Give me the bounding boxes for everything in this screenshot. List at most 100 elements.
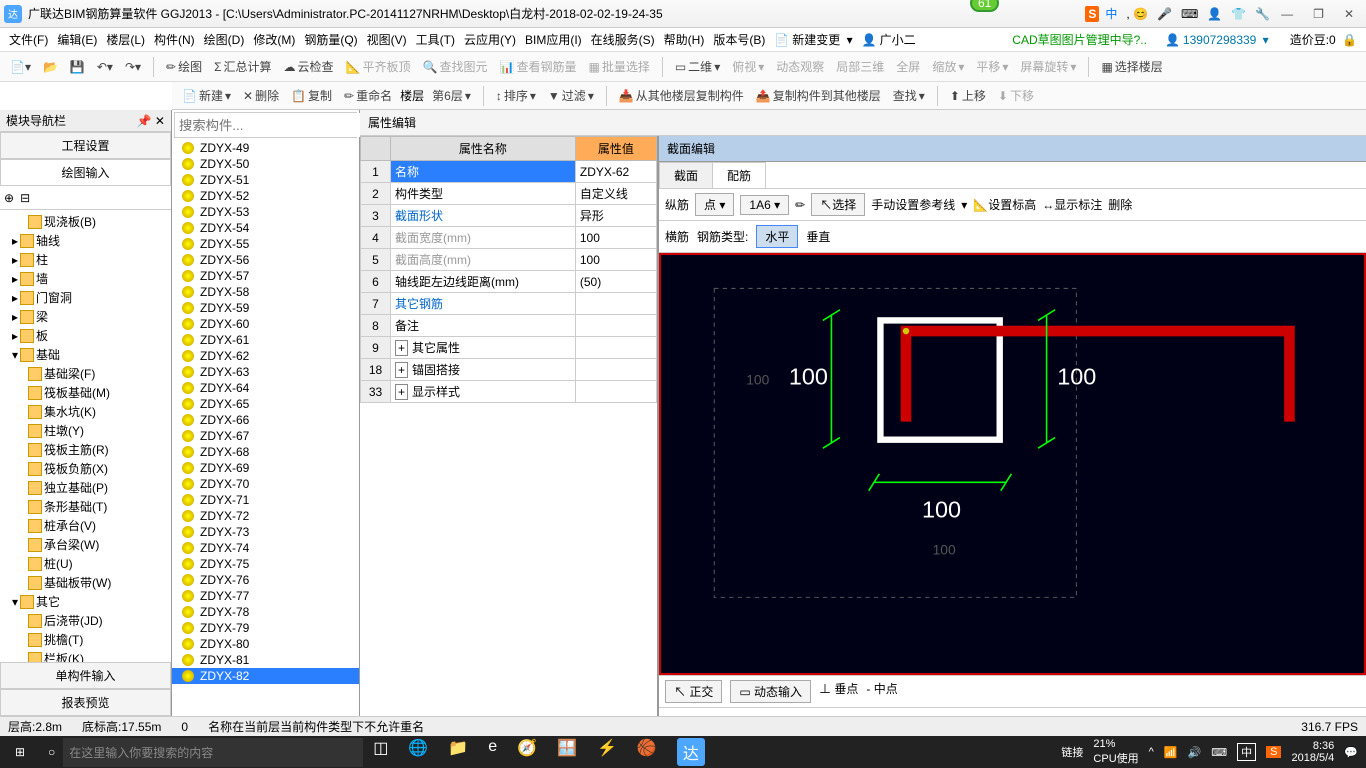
perp-snap[interactable]: ⊥ 垂点 xyxy=(819,680,858,703)
tree-item[interactable]: 现浇板(B) xyxy=(0,212,171,231)
list-item[interactable]: ZDYX-62 xyxy=(172,348,359,364)
cad-manage-link[interactable]: CAD草图图片管理中导?.. xyxy=(1009,29,1150,50)
sort-button[interactable]: ↕排序 ▾ xyxy=(492,85,540,106)
tree-item[interactable]: ▸ 门窗洞 xyxy=(0,288,171,307)
select-floor-button[interactable]: ▦选择楼层 xyxy=(1097,56,1166,77)
list-item[interactable]: ZDYX-80 xyxy=(172,636,359,652)
ortho-button[interactable]: ↖ 正交 xyxy=(665,680,722,703)
select-button[interactable]: ↖选择 xyxy=(811,193,865,216)
list-item[interactable]: ZDYX-78 xyxy=(172,604,359,620)
dyn-input-button[interactable]: ▭ 动态输入 xyxy=(730,680,811,703)
app-icon[interactable]: ⚡ xyxy=(597,738,617,766)
tree-item[interactable]: ▾ 基础 xyxy=(0,345,171,364)
tree-item[interactable]: 筏板负筋(X) xyxy=(0,459,171,478)
list-item[interactable]: ZDYX-81 xyxy=(172,652,359,668)
ime-icon[interactable]: ⌨ xyxy=(1178,6,1201,22)
prop-row[interactable]: 4截面宽度(mm)100 xyxy=(361,227,657,249)
copy-to-floor-button[interactable]: 📤复制构件到其他楼层 xyxy=(752,85,885,106)
app-icon[interactable]: 🪟 xyxy=(557,738,577,766)
menu-file[interactable]: 文件(F) xyxy=(6,29,51,50)
menu-help[interactable]: 帮助(H) xyxy=(661,29,708,50)
app-icon[interactable]: 🧭 xyxy=(517,738,537,766)
app-icon[interactable]: 达 xyxy=(677,738,705,766)
tree-item[interactable]: ▾ 其它 xyxy=(0,592,171,611)
delete-rebar-button[interactable]: 删除 xyxy=(1108,196,1132,213)
find-element-button[interactable]: 🔍查找图元 xyxy=(419,56,492,77)
account-label[interactable]: 👤13907298339 ▾ xyxy=(1162,31,1272,49)
list-item[interactable]: ZDYX-63 xyxy=(172,364,359,380)
tree-item[interactable]: 条形基础(T) xyxy=(0,497,171,516)
list-item[interactable]: ZDYX-68 xyxy=(172,444,359,460)
list-item[interactable]: ZDYX-77 xyxy=(172,588,359,604)
prop-row[interactable]: 7其它钢筋 xyxy=(361,293,657,315)
new-file-button[interactable]: 📄▾ xyxy=(6,58,35,76)
keyboard-icon[interactable]: ⌨ xyxy=(1211,746,1227,759)
menu-version[interactable]: 版本号(B) xyxy=(710,29,768,50)
copy-from-floor-button[interactable]: 📥从其他楼层复制构件 xyxy=(615,85,748,106)
ime-icon[interactable]: , 😊 xyxy=(1123,6,1151,22)
taskbar-search[interactable]: 在这里输入你要搜索的内容 xyxy=(63,738,363,767)
move-up-button[interactable]: ⬆上移 xyxy=(946,85,990,106)
list-item[interactable]: ZDYX-76 xyxy=(172,572,359,588)
list-item[interactable]: ZDYX-55 xyxy=(172,236,359,252)
menu-online[interactable]: 在线服务(S) xyxy=(588,29,658,50)
cloud-check-button[interactable]: ☁云检查 xyxy=(280,56,338,77)
point-button[interactable]: 点 ▾ xyxy=(695,193,734,216)
start-button[interactable]: ⊞ xyxy=(0,745,40,759)
app-icon[interactable]: e xyxy=(488,738,497,766)
tree-item[interactable]: 承台梁(W) xyxy=(0,535,171,554)
set-level-button[interactable]: 📐设置标高 xyxy=(973,196,1036,213)
zoom-button[interactable]: 缩放▾ xyxy=(928,56,968,77)
draw-icon[interactable]: ✏ xyxy=(795,198,805,212)
show-dim-button[interactable]: ↔显示标注 xyxy=(1042,196,1102,213)
network-icon[interactable]: 📶 xyxy=(1164,746,1178,759)
local-3d-button[interactable]: 局部三维 xyxy=(832,56,888,77)
top-view-button[interactable]: 俯视▾ xyxy=(728,56,768,77)
section-canvas[interactable]: 100 100 100 100 100 xyxy=(659,253,1366,675)
list-item[interactable]: ZDYX-72 xyxy=(172,508,359,524)
fullscreen-button[interactable]: 全屏 xyxy=(892,56,924,77)
open-button[interactable]: 📂 xyxy=(39,58,62,76)
move-down-button[interactable]: ⬇下移 xyxy=(994,85,1038,106)
menu-tools[interactable]: 工具(T) xyxy=(413,29,458,50)
list-item[interactable]: ZDYX-58 xyxy=(172,284,359,300)
prop-row[interactable]: 5截面高度(mm)100 xyxy=(361,249,657,271)
list-item[interactable]: ZDYX-71 xyxy=(172,492,359,508)
app-icon[interactable]: 📁 xyxy=(448,738,468,766)
pan-button[interactable]: 平移▾ xyxy=(972,56,1012,77)
list-item[interactable]: ZDYX-73 xyxy=(172,524,359,540)
app-icon[interactable]: 🏀 xyxy=(637,738,657,766)
prop-row[interactable]: 6轴线距左边线距离(mm)(50) xyxy=(361,271,657,293)
sum-button[interactable]: Σ 汇总计算 xyxy=(210,56,275,77)
ime-cn[interactable]: 中 xyxy=(1102,4,1120,23)
minimize-button[interactable]: — xyxy=(1281,7,1293,21)
list-item[interactable]: ZDYX-56 xyxy=(172,252,359,268)
list-item[interactable]: ZDYX-70 xyxy=(172,476,359,492)
list-item[interactable]: ZDYX-67 xyxy=(172,428,359,444)
link-label[interactable]: 链接 xyxy=(1061,744,1083,760)
tree-item[interactable]: ▸ 梁 xyxy=(0,307,171,326)
clock[interactable]: 8:362018/5/4 xyxy=(1291,740,1334,764)
tree-item[interactable]: 挑檐(T) xyxy=(0,630,171,649)
tree-item[interactable]: 独立基础(P) xyxy=(0,478,171,497)
task-view-icon[interactable]: ◫ xyxy=(373,738,388,766)
filter-button[interactable]: ▼过滤 ▾ xyxy=(544,85,598,106)
list-item[interactable]: ZDYX-54 xyxy=(172,220,359,236)
prop-row[interactable]: 8备注 xyxy=(361,315,657,337)
ime-s-icon[interactable]: S xyxy=(1085,6,1099,22)
list-item[interactable]: ZDYX-65 xyxy=(172,396,359,412)
ime-icon[interactable]: 👤 xyxy=(1204,6,1225,22)
align-top-button[interactable]: 📐平齐板顶 xyxy=(342,56,415,77)
expand-icon[interactable]: ⊕ xyxy=(4,191,14,205)
ime-icon[interactable]: 🎤 xyxy=(1154,6,1175,22)
tree-item[interactable]: 筏板基础(M) xyxy=(0,383,171,402)
tab-project-settings[interactable]: 工程设置 xyxy=(0,132,171,159)
tree-item[interactable]: 基础梁(F) xyxy=(0,364,171,383)
undo-button[interactable]: ↶▾ xyxy=(93,58,117,76)
save-button[interactable]: 💾 xyxy=(66,58,89,76)
new-component-button[interactable]: 📄新建 ▾ xyxy=(178,85,235,106)
maximize-button[interactable]: ❐ xyxy=(1313,7,1324,21)
tree-item[interactable]: ▸ 板 xyxy=(0,326,171,345)
menu-draw[interactable]: 绘图(D) xyxy=(201,29,248,50)
list-item[interactable]: ZDYX-60 xyxy=(172,316,359,332)
